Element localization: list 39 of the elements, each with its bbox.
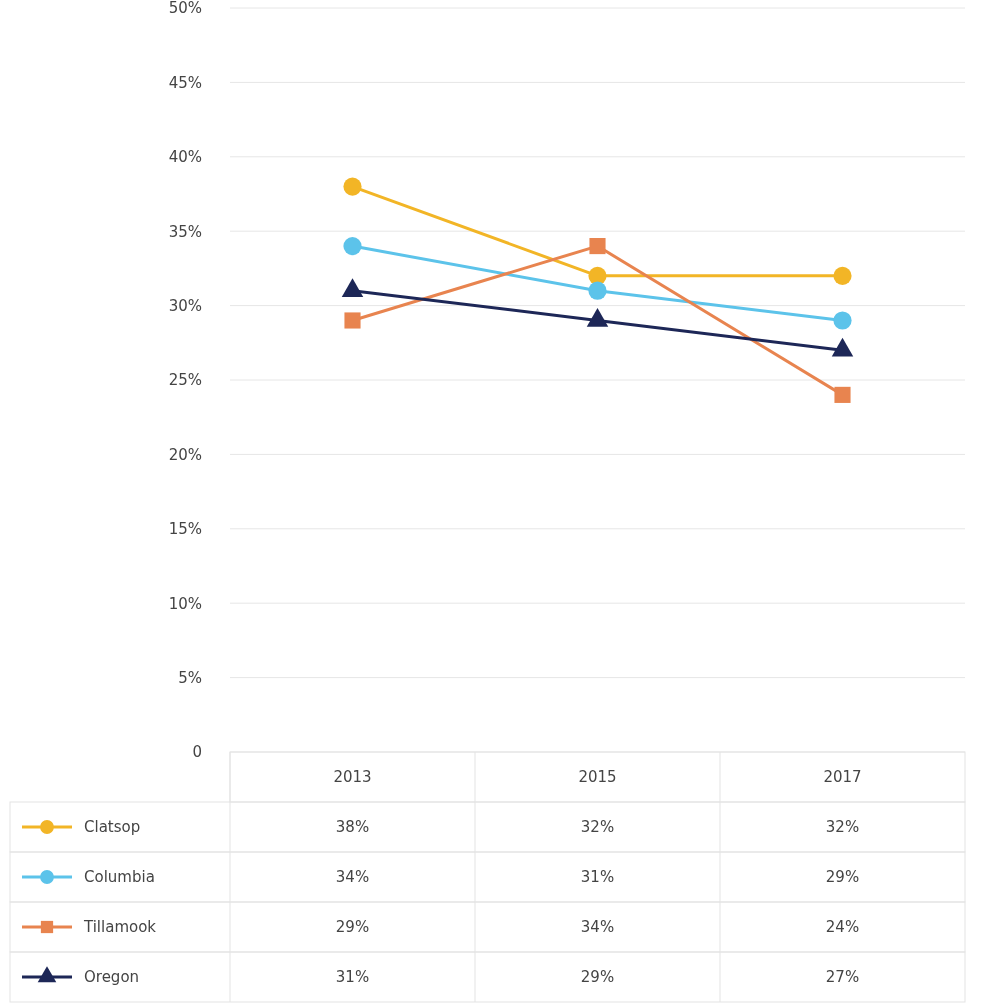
y-tick-label: 20%: [168, 445, 202, 464]
y-tick-label: 50%: [168, 0, 202, 18]
point: [588, 281, 607, 300]
data-label: 31%: [335, 968, 370, 986]
data-label: 31%: [580, 868, 615, 886]
x-tick-label: 2013: [333, 768, 372, 786]
data-label: 29%: [580, 968, 615, 986]
y-tick-label: 5%: [178, 668, 202, 687]
point: [343, 177, 362, 196]
y-tick-label: 10%: [168, 594, 202, 613]
data-label: 34%: [335, 868, 370, 886]
data-label: 27%: [825, 968, 860, 986]
x-tick-label: 2015: [578, 768, 617, 786]
x-tick-label: 2017: [823, 768, 862, 786]
point: [833, 266, 852, 285]
point: [343, 237, 362, 256]
legend-label: Clatsop: [84, 818, 141, 836]
point: [589, 238, 606, 255]
y-tick-label: 30%: [168, 296, 202, 315]
y-tick-label: 35%: [168, 222, 202, 241]
data-label: 24%: [825, 918, 860, 936]
point: [344, 312, 361, 329]
y-tick-label: 0: [192, 743, 202, 762]
point: [834, 386, 851, 403]
legend-label: Columbia: [84, 868, 155, 886]
data-label: 32%: [580, 818, 615, 836]
point: [588, 266, 607, 285]
data-label: 38%: [335, 818, 370, 836]
data-label: 29%: [825, 868, 860, 886]
y-tick-label: 45%: [168, 73, 202, 92]
data-label: 34%: [580, 918, 615, 936]
y-tick-label: 25%: [168, 371, 202, 390]
y-tick-label: 40%: [168, 148, 202, 167]
data-label: 32%: [825, 818, 860, 836]
y-tick-label: 15%: [168, 520, 202, 539]
data-label: 29%: [335, 918, 370, 936]
legend-label: Tillamook: [83, 918, 157, 936]
point: [833, 311, 852, 330]
legend-label: Oregon: [84, 968, 140, 986]
